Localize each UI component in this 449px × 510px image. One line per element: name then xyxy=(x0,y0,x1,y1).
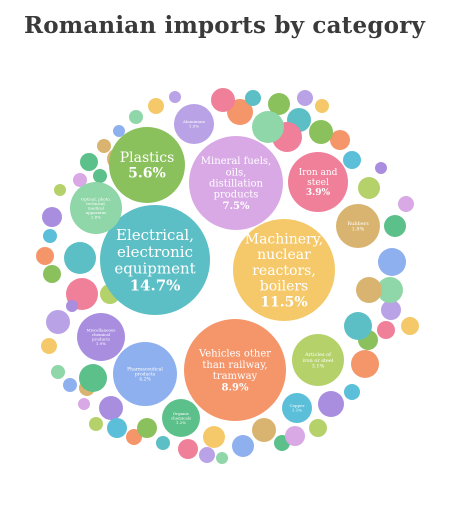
small-bubble xyxy=(344,312,372,340)
small-bubble xyxy=(309,419,327,437)
small-bubble xyxy=(156,436,170,450)
small-bubble xyxy=(80,153,98,171)
small-bubble xyxy=(113,125,125,137)
small-bubble xyxy=(381,300,401,320)
bubble-label: Optical, photo, technical, medical apparatu… xyxy=(81,196,111,219)
small-bubble xyxy=(129,110,143,124)
bubble-label: Plastics 5.6% xyxy=(120,150,175,182)
small-bubble xyxy=(203,426,225,448)
bubble xyxy=(282,393,312,423)
small-bubble xyxy=(64,242,96,274)
small-bubble xyxy=(268,93,290,115)
small-bubble xyxy=(252,111,284,143)
small-bubble xyxy=(89,417,103,431)
bubble xyxy=(100,205,210,315)
bubble-label: Miscellaneous chemical products 1.9% xyxy=(87,328,116,346)
small-bubble xyxy=(343,151,361,169)
small-bubble xyxy=(169,91,181,103)
small-bubble xyxy=(178,439,198,459)
small-bubble xyxy=(401,317,419,335)
bubble-label: Rubbers 1.8% xyxy=(347,221,369,233)
chart-title: Romanian imports by category xyxy=(23,12,426,39)
small-bubble xyxy=(285,426,305,446)
small-bubble xyxy=(78,398,90,410)
small-bubble xyxy=(398,196,414,212)
small-bubble xyxy=(93,169,107,183)
small-bubble xyxy=(46,310,70,334)
bubble-label: Electrical, electronic equipment 14.7% xyxy=(114,226,195,294)
small-bubble xyxy=(377,277,403,303)
small-bubble xyxy=(297,90,313,106)
bubble-label: Aluminium 1.5% xyxy=(182,119,205,128)
bubble xyxy=(288,152,348,212)
small-bubble xyxy=(36,247,54,265)
small-bubble xyxy=(211,88,235,112)
small-bubble xyxy=(107,418,127,438)
small-bubble xyxy=(54,184,66,196)
small-bubble xyxy=(73,173,87,187)
small-bubble xyxy=(137,418,157,438)
bubble xyxy=(113,342,177,406)
small-bubble xyxy=(51,365,65,379)
bubble-label: Articles of iron or steel 3.1% xyxy=(303,352,334,369)
small-bubble xyxy=(148,98,164,114)
small-bubble xyxy=(43,229,57,243)
bubble xyxy=(109,127,185,203)
bubble-label: Copper 1.1% xyxy=(290,403,305,412)
small-bubble xyxy=(63,378,77,392)
bubble xyxy=(292,334,344,386)
small-bubble xyxy=(358,177,380,199)
small-bubble xyxy=(42,207,62,227)
bubble xyxy=(70,182,122,234)
bubble-label: Mineral fuels, oils, distillation products 7… xyxy=(201,156,271,212)
bubble xyxy=(174,104,214,144)
small-bubble xyxy=(232,435,254,457)
bubble-label: Pharmaceutical products 4.2% xyxy=(127,367,163,383)
bubble xyxy=(189,136,283,230)
bubble xyxy=(77,313,125,361)
bubble-label: Iron and steel 3.9% xyxy=(299,168,338,198)
small-bubble xyxy=(344,384,360,400)
small-bubble xyxy=(384,215,406,237)
small-bubble xyxy=(79,364,107,392)
small-bubble xyxy=(252,418,276,442)
small-bubble xyxy=(377,321,395,339)
bubble-label: Machinery, nuclear reactors, boilers 11.5% xyxy=(245,232,324,311)
bubble xyxy=(233,219,335,321)
small-bubble xyxy=(66,300,78,312)
small-bubble xyxy=(126,429,142,445)
bubble xyxy=(336,204,380,248)
small-bubble xyxy=(330,130,350,150)
bubble-label: Vehicles other than railway, tramway 8.9% xyxy=(198,349,271,394)
small-bubble xyxy=(216,452,228,464)
small-bubble xyxy=(351,350,379,378)
small-bubble xyxy=(318,391,344,417)
small-bubble xyxy=(375,162,387,174)
small-bubble xyxy=(43,265,61,283)
bubble xyxy=(184,319,286,421)
small-bubble xyxy=(199,447,215,463)
bubble-label: Organic chemicals 1.2% xyxy=(171,411,191,425)
bubble xyxy=(162,399,200,437)
small-bubble xyxy=(309,120,333,144)
small-bubble xyxy=(245,90,261,106)
small-bubble xyxy=(315,99,329,113)
small-bubble xyxy=(41,338,57,354)
small-bubble xyxy=(378,248,406,276)
small-bubble xyxy=(99,396,123,420)
small-bubble xyxy=(97,139,111,153)
small-bubble xyxy=(356,277,382,303)
